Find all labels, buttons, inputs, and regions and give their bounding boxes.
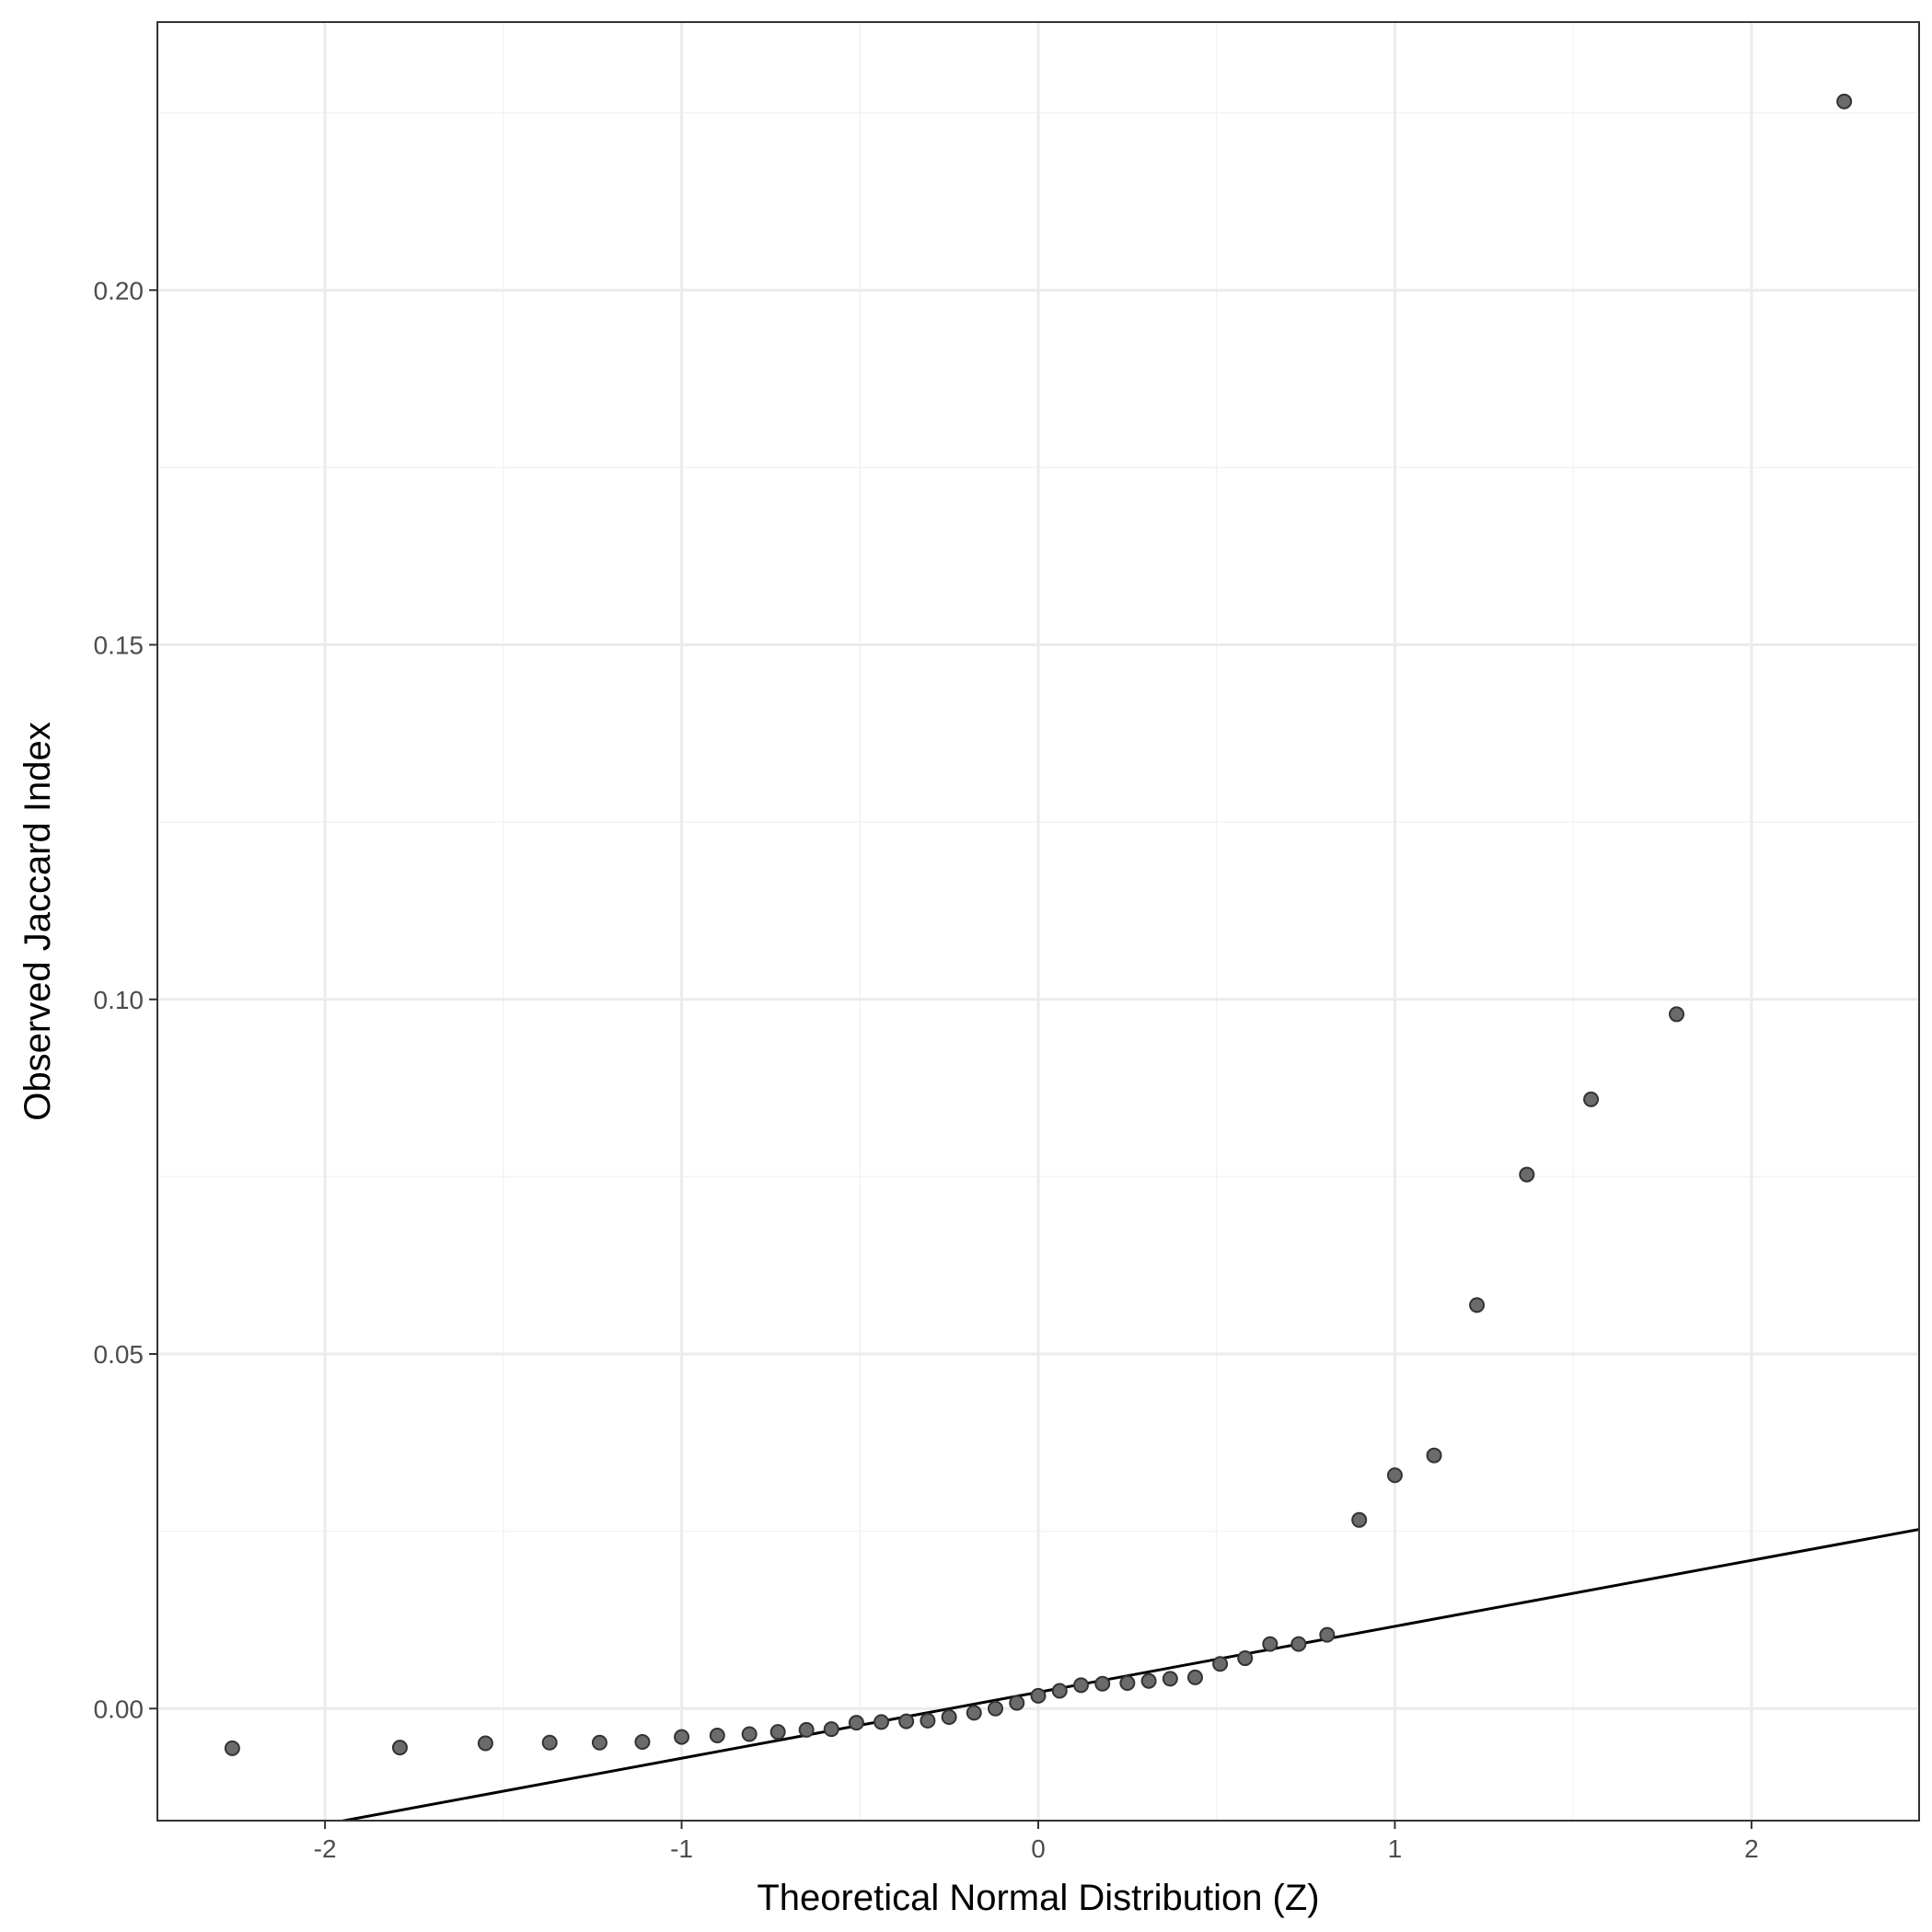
data-point bbox=[1009, 1695, 1025, 1711]
data-point bbox=[966, 1705, 982, 1721]
data-point bbox=[1583, 1091, 1600, 1107]
data-point bbox=[941, 1709, 957, 1726]
data-point bbox=[1094, 1675, 1111, 1692]
data-point bbox=[1290, 1636, 1307, 1652]
y-tick-label: 0.05 bbox=[94, 1340, 145, 1369]
y-tick-label: 0.20 bbox=[94, 276, 145, 305]
major-gridlines bbox=[157, 22, 1919, 1821]
data-point bbox=[1836, 93, 1853, 110]
data-point bbox=[391, 1740, 408, 1756]
data-point bbox=[1669, 1006, 1685, 1023]
x-tick-label: 1 bbox=[1388, 1834, 1403, 1863]
data-point bbox=[1140, 1672, 1157, 1689]
data-point bbox=[1426, 1447, 1442, 1463]
data-point bbox=[1119, 1675, 1136, 1692]
data-point bbox=[1030, 1687, 1047, 1704]
data-point bbox=[1386, 1467, 1403, 1484]
y-tick-label: 0.15 bbox=[94, 631, 145, 660]
data-point bbox=[848, 1715, 864, 1731]
x-tick-label: 0 bbox=[1031, 1834, 1046, 1863]
y-axis-title: Observed Jaccard Index bbox=[17, 722, 58, 1121]
data-point bbox=[988, 1700, 1004, 1717]
x-axis-ticks: -2 -1 0 1 2 bbox=[314, 1821, 1759, 1863]
data-point bbox=[1319, 1626, 1336, 1643]
data-point bbox=[224, 1740, 240, 1756]
data-point bbox=[1237, 1650, 1254, 1667]
data-point bbox=[769, 1724, 786, 1741]
data-point bbox=[541, 1734, 558, 1751]
data-point bbox=[1212, 1656, 1229, 1672]
data-point bbox=[920, 1712, 936, 1729]
data-point bbox=[477, 1735, 493, 1752]
data-point bbox=[873, 1714, 890, 1730]
data-point bbox=[1051, 1683, 1068, 1699]
data-point bbox=[1072, 1677, 1089, 1694]
data-point bbox=[1186, 1669, 1203, 1685]
y-tick-label: 0.00 bbox=[94, 1695, 145, 1723]
data-point bbox=[1469, 1297, 1486, 1313]
x-tick-label: -1 bbox=[670, 1834, 693, 1863]
data-point bbox=[823, 1721, 839, 1738]
x-tick-label: -2 bbox=[314, 1834, 337, 1863]
data-point bbox=[709, 1728, 725, 1744]
data-point bbox=[674, 1729, 690, 1745]
y-axis-ticks: 0.00 0.05 0.10 0.15 0.20 bbox=[94, 276, 157, 1723]
x-tick-label: 2 bbox=[1744, 1834, 1759, 1863]
y-tick-label: 0.10 bbox=[94, 986, 145, 1014]
data-point bbox=[1351, 1511, 1368, 1528]
data-point bbox=[591, 1734, 607, 1751]
data-point bbox=[898, 1713, 915, 1730]
data-point bbox=[1519, 1166, 1535, 1183]
data-point bbox=[798, 1721, 815, 1738]
data-point bbox=[1262, 1636, 1278, 1652]
data-points bbox=[224, 93, 1853, 1756]
data-point bbox=[1162, 1671, 1178, 1687]
x-axis-title: Theoretical Normal Distribution (Z) bbox=[757, 1878, 1319, 1918]
data-point bbox=[634, 1733, 651, 1750]
data-point bbox=[741, 1726, 758, 1742]
